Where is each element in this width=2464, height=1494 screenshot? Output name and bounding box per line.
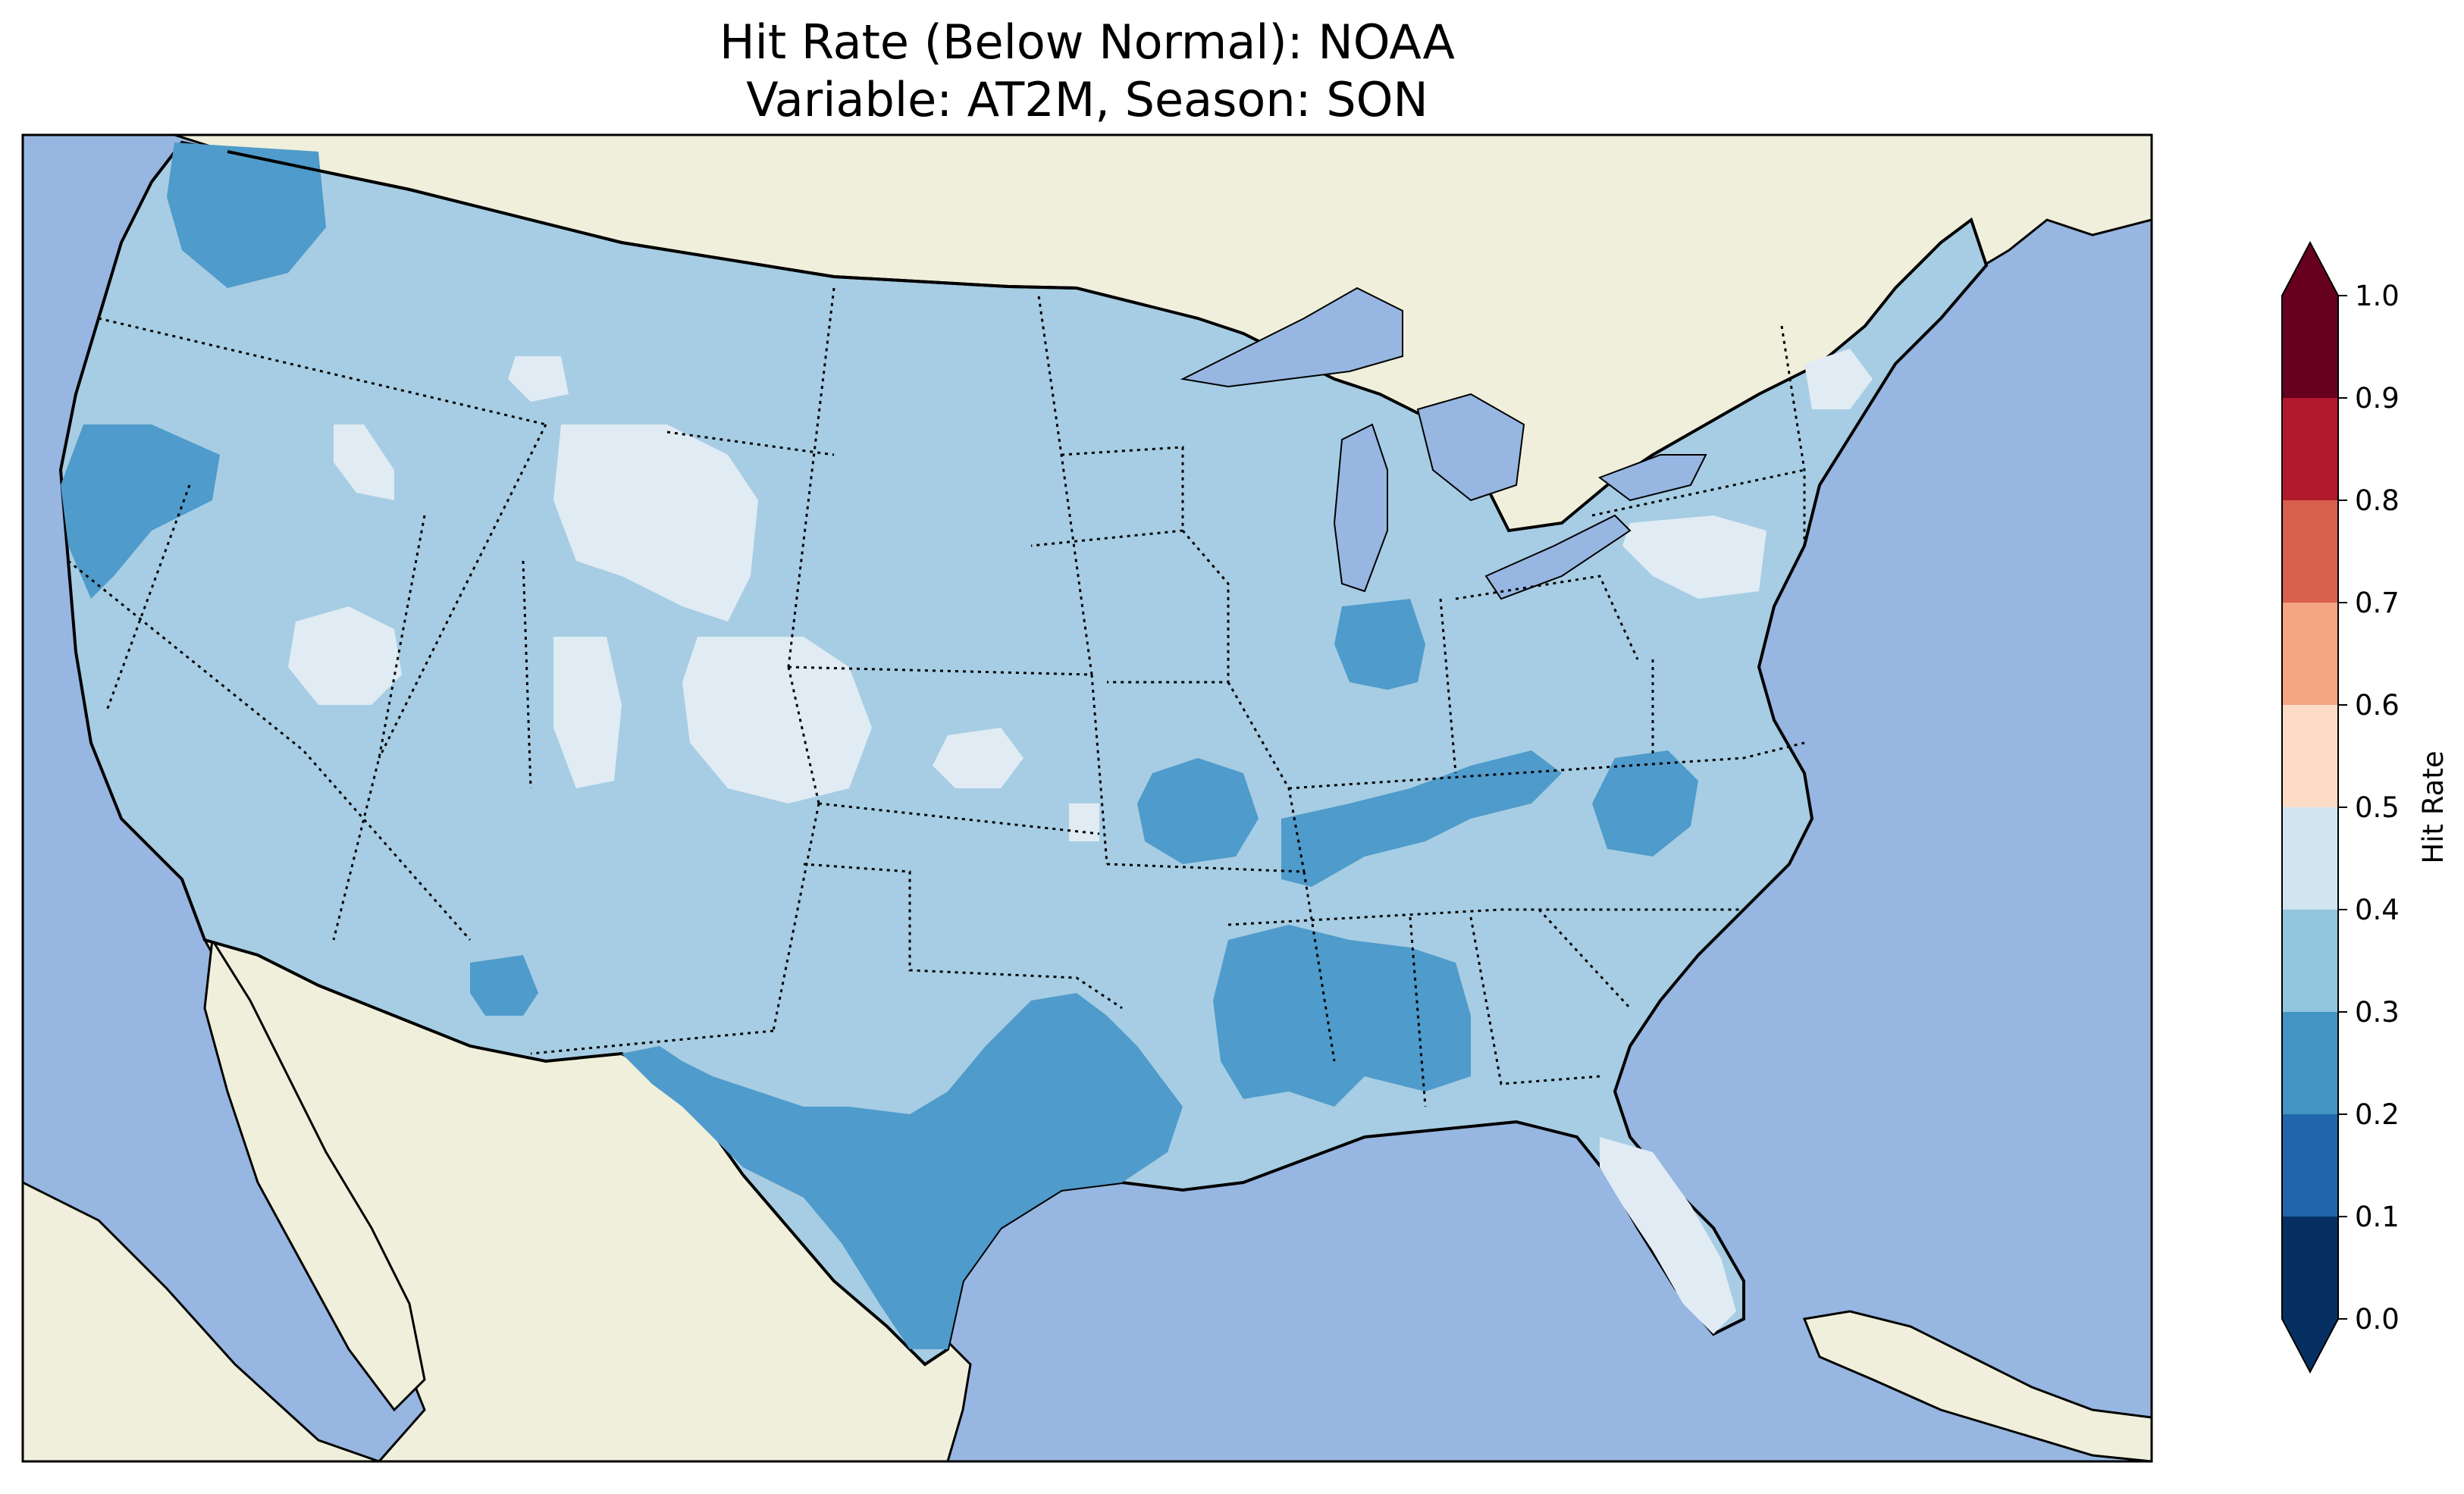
washington-coast-region [167, 143, 326, 288]
texas-region [622, 993, 1183, 1349]
oklahoma-spot-region [1069, 803, 1099, 841]
carolina-virginia-region [1592, 750, 1698, 857]
north-idaho-region [508, 356, 569, 402]
colorbar-bin [2282, 1217, 2338, 1319]
colorbar-tick-label: 0.4 [2355, 894, 2400, 926]
wyoming-region [553, 424, 758, 622]
high-hit-rate-regions [288, 349, 1873, 1334]
colorbar-tick-label: 0.9 [2355, 382, 2400, 415]
colorbar-tick-label: 0.6 [2355, 689, 2400, 722]
florida-region [1600, 1137, 1736, 1334]
nevada-region [288, 606, 402, 705]
lake-huron [1416, 393, 1525, 502]
utah-region [553, 637, 622, 788]
arizona-region [470, 955, 538, 1016]
lake-superior [1180, 287, 1403, 388]
colorbar-bin [2282, 603, 2338, 705]
pennsylvania-region [1622, 515, 1766, 599]
colorbar-tick-label: 0.5 [2355, 791, 2400, 824]
lake-erie [1484, 514, 1632, 600]
colorbar-tick-label: 0.2 [2355, 1098, 2400, 1131]
colorbar-tick-label: 0.1 [2355, 1201, 2400, 1233]
missouri-region [1137, 758, 1259, 864]
baja-peninsula [203, 936, 426, 1412]
colorbar-bin [2282, 1012, 2338, 1114]
chart-title: Hit Rate (Below Normal): NOAA Variable: … [23, 14, 2152, 129]
lake-ontario [1597, 454, 1707, 502]
idaho-region [334, 424, 394, 500]
great-lakes [1180, 287, 1707, 600]
colorbar-label: Hit Rate [2417, 750, 2450, 863]
cuba-island [1802, 1310, 2152, 1461]
illinois-indiana-region [1334, 599, 1425, 690]
colorbar-tick-label: 1.0 [2355, 280, 2400, 312]
colorbar-bin [2282, 1114, 2338, 1217]
us-canada-border [227, 150, 1077, 290]
colorbar-tick-label: 0.3 [2355, 996, 2400, 1029]
chart-title-line-2: Variable: AT2M, Season: SON [746, 72, 1428, 127]
colorado-region [682, 637, 872, 803]
colorbar-tick-label: 0.7 [2355, 587, 2400, 619]
colorbar-bin [2282, 500, 2338, 603]
colorbar-tick-label: 0.0 [2355, 1303, 2400, 1336]
colorbar: 0.0 0.1 0.2 0.3 0.4 0.5 0.6 0.7 0.8 0.9 1.0 Hit Rat… [2281, 240, 2450, 1374]
chart-title-line-1: Hit Rate (Below Normal): NOAA [719, 14, 1455, 70]
map-frame [21, 133, 2153, 1463]
colorbar-bin [2282, 807, 2338, 910]
colorbar-bin [2282, 910, 2338, 1012]
new-england-region [1804, 349, 1873, 409]
tennessee-kentucky-region [1281, 750, 1562, 887]
colorbar-extend-max [2282, 243, 2338, 296]
state-borders [67, 287, 1806, 1107]
low-hit-rate-regions [61, 143, 1698, 1349]
state-border [67, 287, 1806, 1107]
colorbar-bin [2282, 398, 2338, 500]
colorbar-bin [2282, 705, 2338, 807]
oregon-coast-region [61, 424, 220, 599]
lake-michigan [1333, 423, 1388, 593]
colorbar-extend-min [2282, 1319, 2338, 1372]
colorbar-bin [2282, 296, 2338, 398]
colorbar-tick-label: 0.8 [2355, 484, 2400, 517]
lower-mississippi-region [1213, 925, 1471, 1107]
kansas-region [933, 728, 1024, 788]
